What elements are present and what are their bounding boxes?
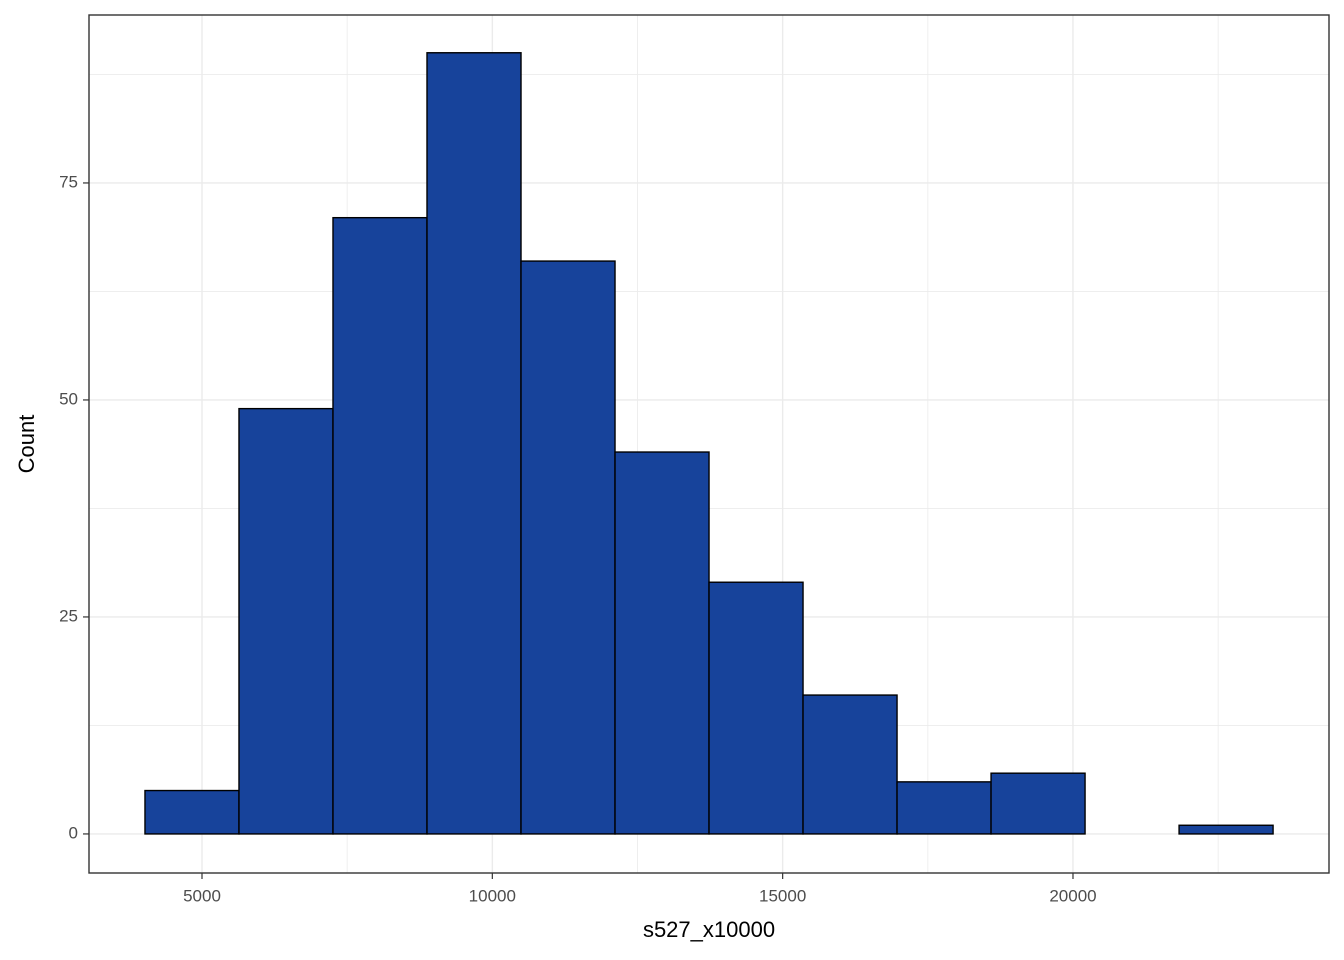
y-tick-label: 25 xyxy=(59,606,78,625)
x-tick-label: 10000 xyxy=(469,886,516,905)
bar xyxy=(426,52,522,835)
x-tick-label: 15000 xyxy=(759,886,806,905)
bar xyxy=(332,216,428,835)
x-tick-label: 20000 xyxy=(1049,886,1096,905)
bar xyxy=(238,407,334,835)
y-axis-title: Count xyxy=(14,415,39,474)
x-tick-label: 5000 xyxy=(183,886,221,905)
bar xyxy=(1178,824,1274,835)
bar xyxy=(802,694,898,835)
panel-border xyxy=(88,14,1330,874)
y-tick-label: 75 xyxy=(59,172,78,191)
y-tick-label: 0 xyxy=(69,823,78,842)
bar xyxy=(990,772,1086,835)
bar xyxy=(144,789,240,835)
bar xyxy=(520,260,616,835)
bar xyxy=(896,781,992,835)
y-tick-label: 50 xyxy=(59,389,78,408)
bar xyxy=(614,451,710,835)
x-axis-title: s527_x10000 xyxy=(643,917,775,942)
bar xyxy=(708,581,804,835)
